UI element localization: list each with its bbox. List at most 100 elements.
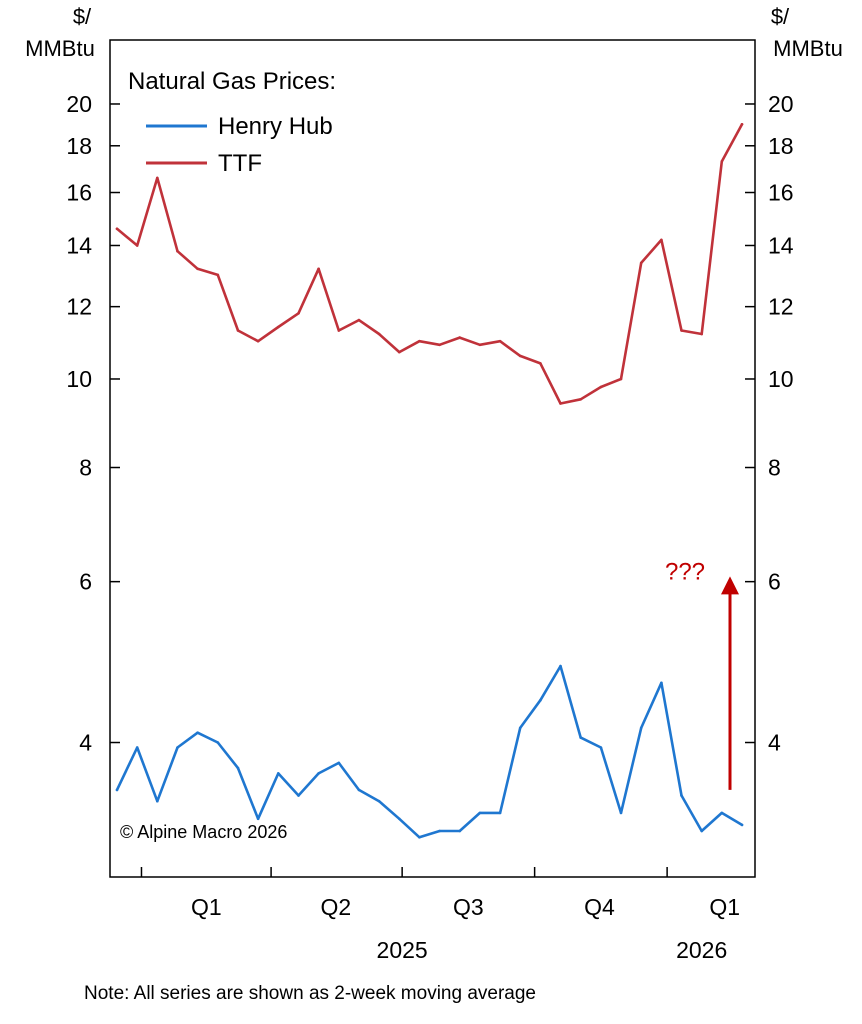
- legend-title: Natural Gas Prices:: [128, 68, 336, 95]
- data-point-ttf: [639, 261, 643, 265]
- data-point-henry-hub: [539, 698, 542, 702]
- footnote: Note: All series are shown as 2-week mov…: [84, 983, 537, 1004]
- data-point-ttf: [176, 249, 179, 253]
- y-tick-label-right-10: 10: [768, 366, 794, 392]
- data-point-henry-hub: [196, 731, 199, 734]
- data-point-ttf: [418, 339, 421, 343]
- data-point-henry-hub: [498, 811, 502, 815]
- plot-frame: [109, 39, 756, 878]
- data-point-henry-hub: [680, 794, 683, 797]
- data-point-henry-hub: [135, 746, 139, 749]
- y-tick-label-right-16: 16: [768, 180, 794, 206]
- y-tick-label-left-4: 4: [79, 730, 92, 756]
- y-tick-label-left-12: 12: [66, 294, 92, 320]
- y-tick-label-right-8: 8: [768, 455, 781, 481]
- series-line-henry-hub: [115, 664, 744, 839]
- data-point-ttf: [337, 329, 341, 332]
- legend-label-henry-hub: Henry Hub: [218, 113, 333, 140]
- left-unit-line2: MMBtu: [25, 36, 95, 61]
- data-point-henry-hub: [599, 746, 603, 749]
- x-axis: Q1 Q2 Q3 Q4 Q1 2025 2026: [140, 867, 740, 963]
- data-point-henry-hub: [357, 788, 361, 792]
- data-point-ttf: [377, 332, 381, 336]
- legend: Natural Gas Prices: Henry Hub TTF: [128, 68, 336, 177]
- data-point-henry-hub: [216, 741, 220, 744]
- y-tick-label-right-20: 20: [768, 91, 794, 117]
- annotation-question-marks: ???: [665, 558, 705, 585]
- series-lines: [115, 123, 744, 839]
- data-point-henry-hub: [720, 811, 724, 815]
- data-point-ttf: [115, 227, 119, 231]
- data-point-henry-hub: [256, 817, 260, 821]
- legend-label-ttf: TTF: [218, 150, 262, 177]
- data-point-ttf: [135, 244, 139, 247]
- data-point-ttf: [720, 160, 724, 163]
- annotation-arrowhead: [721, 576, 739, 595]
- data-point-ttf: [458, 336, 462, 339]
- annotation: ???: [665, 558, 739, 790]
- y-tick-label-left-10: 10: [66, 366, 92, 392]
- chart: $/ MMBtu $/ MMBtu Natural Gas Prices: He…: [25, 4, 843, 963]
- y-tick-label-left-8: 8: [79, 455, 92, 481]
- data-point-ttf: [297, 312, 300, 315]
- data-point-ttf: [438, 343, 441, 347]
- y-tick-label-left-6: 6: [79, 569, 92, 595]
- data-point-ttf: [498, 339, 502, 343]
- data-point-henry-hub: [700, 829, 703, 833]
- y-tick-label-left-14: 14: [66, 232, 92, 258]
- data-point-henry-hub: [156, 799, 159, 803]
- data-point-henry-hub: [458, 829, 462, 833]
- y-tick-label-left-18: 18: [66, 133, 92, 159]
- y-tick-label-right-4: 4: [768, 730, 781, 756]
- data-point-ttf: [660, 238, 663, 242]
- y-tick-label-right-12: 12: [768, 294, 794, 320]
- y-tick-label-right-6: 6: [768, 569, 781, 595]
- data-point-ttf: [156, 176, 159, 180]
- data-point-ttf: [196, 267, 199, 271]
- data-point-henry-hub: [337, 761, 341, 765]
- data-point-ttf: [317, 267, 320, 271]
- data-point-henry-hub: [277, 772, 280, 775]
- data-point-henry-hub: [619, 811, 623, 815]
- copyright-text: © Alpine Macro 2026: [120, 822, 287, 842]
- data-point-henry-hub: [579, 736, 582, 739]
- data-point-henry-hub: [115, 788, 119, 792]
- x-quarter-label-1: Q2: [321, 894, 352, 920]
- y-tick-label-left-20: 20: [66, 91, 92, 117]
- data-point-henry-hub: [660, 681, 663, 685]
- data-point-henry-hub: [377, 799, 381, 803]
- data-point-henry-hub: [639, 726, 643, 730]
- data-point-ttf: [680, 329, 683, 332]
- y-tick-label-right-18: 18: [768, 133, 794, 159]
- data-point-henry-hub: [317, 772, 320, 775]
- data-point-ttf: [478, 343, 482, 347]
- right-unit-line2: MMBtu: [773, 36, 843, 61]
- data-point-ttf: [277, 325, 280, 329]
- x-quarter-label-2: Q3: [453, 894, 484, 920]
- x-year-label-2026: 2026: [676, 937, 727, 963]
- data-point-henry-hub: [518, 726, 522, 730]
- x-quarter-label-0: Q1: [191, 894, 222, 920]
- data-point-ttf: [619, 377, 623, 381]
- data-point-henry-hub: [236, 766, 240, 770]
- data-point-ttf: [216, 273, 220, 277]
- data-point-henry-hub: [478, 811, 482, 815]
- data-point-ttf: [357, 318, 361, 322]
- data-point-henry-hub: [418, 836, 421, 839]
- data-point-henry-hub: [398, 817, 401, 821]
- data-point-ttf: [599, 385, 603, 389]
- data-point-henry-hub: [297, 794, 300, 797]
- data-point-ttf: [579, 398, 582, 401]
- data-point-ttf: [236, 329, 240, 332]
- data-point-ttf: [518, 354, 522, 358]
- data-point-ttf: [539, 362, 542, 365]
- x-quarter-label-4: Q1: [709, 894, 740, 920]
- left-unit-line1: $/: [73, 4, 92, 29]
- data-point-henry-hub: [176, 746, 179, 749]
- data-point-ttf: [700, 332, 703, 336]
- data-point-ttf: [398, 350, 401, 354]
- y-axis: 4 4 6 6 8 8 10 10 12 12 14 14 16 16 18 18 20 20: [66, 91, 793, 756]
- y-tick-label-left-16: 16: [66, 180, 92, 206]
- y-tick-label-right-14: 14: [768, 232, 794, 258]
- x-year-label-2025: 2025: [377, 937, 428, 963]
